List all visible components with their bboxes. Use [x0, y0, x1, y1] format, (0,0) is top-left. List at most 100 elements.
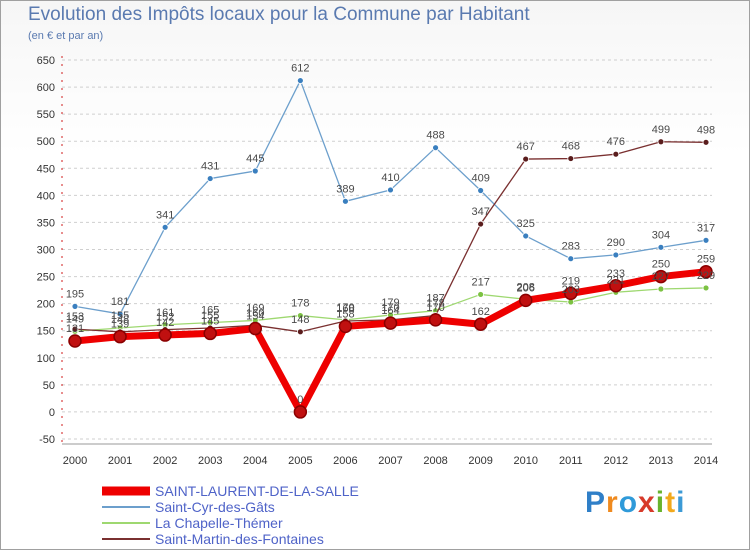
data-point	[206, 175, 214, 182]
data-label: 148	[291, 314, 309, 326]
data-label: 161	[156, 307, 174, 319]
data-point	[387, 186, 394, 194]
data-point	[296, 328, 304, 336]
data-label: 229	[697, 270, 715, 282]
data-label: 131	[66, 323, 84, 335]
data-label: 168	[336, 303, 354, 315]
data-label: 499	[652, 124, 670, 136]
data-label: 283	[562, 241, 580, 253]
data-label: 259	[697, 254, 715, 266]
data-point	[477, 187, 485, 194]
data-point	[383, 316, 398, 330]
data-label: 165	[201, 305, 219, 317]
data-point	[477, 220, 485, 228]
series-layer	[68, 77, 713, 419]
y-tick-label: 300	[37, 245, 55, 257]
data-label: 221	[607, 274, 625, 286]
data-label: 154	[246, 311, 264, 323]
legend: SAINT-LAURENT-DE-LA-SALLESaint-Cyr-des-G…	[102, 483, 359, 547]
x-tick-label: 2011	[559, 455, 583, 467]
data-label: 160	[246, 307, 264, 319]
y-tick-label: 100	[37, 353, 55, 365]
x-tick-label: 2006	[333, 455, 357, 467]
data-label: 476	[607, 136, 625, 148]
data-label: 149	[66, 313, 84, 325]
data-point	[338, 319, 353, 334]
legend-label: Saint-Cyr-des-Gâts	[155, 499, 275, 515]
data-label: 341	[156, 209, 174, 221]
x-tick-label: 2013	[649, 455, 673, 467]
grid-layer	[61, 56, 712, 445]
x-tick-label: 2004	[243, 455, 267, 467]
legend-label: La Chapelle-Thémer	[155, 515, 283, 531]
y-tick-label: 50	[43, 380, 55, 392]
x-tick-label: 2010	[513, 455, 537, 467]
data-label: 219	[562, 275, 580, 287]
y-tick-label: 400	[37, 190, 55, 202]
x-tick-label: 2001	[108, 455, 132, 467]
data-point	[432, 144, 439, 152]
y-tick-label: 650	[37, 55, 55, 67]
data-label: 347	[471, 206, 489, 218]
data-point	[567, 255, 575, 263]
data-point	[518, 293, 533, 308]
data-point	[296, 312, 304, 319]
data-label: 325	[517, 218, 535, 230]
data-point	[161, 223, 169, 231]
legend-label: SAINT-LAURENT-DE-LA-SALLE	[155, 483, 359, 499]
data-point	[612, 150, 620, 158]
x-tick-label: 2005	[288, 455, 312, 467]
chart-title: Evolution des Impôts locaux pour la Comm…	[28, 4, 530, 25]
data-point	[654, 269, 668, 284]
y-tick-label: -50	[39, 434, 55, 446]
data-label: 155	[111, 310, 129, 322]
data-label: 467	[517, 141, 535, 153]
data-label: 148	[111, 314, 129, 326]
x-tick-label: 2002	[153, 455, 177, 467]
data-point	[293, 405, 308, 419]
data-point	[567, 155, 575, 162]
data-point	[113, 329, 127, 344]
data-point	[609, 279, 623, 293]
data-point	[296, 77, 304, 84]
chart-subtitle: (en € et par an)	[28, 30, 104, 42]
x-axis-tick-labels: 2000 2001 2002 2003 2004 2005 2006 2007 2008 2009…	[63, 455, 718, 467]
data-label: 250	[652, 259, 670, 271]
data-point	[71, 302, 79, 310]
data-label: 178	[291, 298, 309, 310]
data-label: 142	[156, 317, 174, 329]
data-label: 217	[471, 276, 489, 288]
data-point	[71, 325, 79, 333]
data-label: 409	[471, 172, 489, 184]
data-point	[251, 167, 259, 175]
data-point	[564, 286, 578, 301]
legend-label: Saint-Martin-des-Fontaines	[155, 531, 324, 547]
y-tick-label: 350	[37, 217, 55, 229]
data-point	[702, 138, 710, 146]
data-label: 179	[381, 297, 399, 309]
data-label: 181	[111, 296, 129, 308]
x-tick-label: 2008	[423, 455, 447, 467]
data-point	[68, 334, 82, 348]
data-point	[158, 328, 172, 342]
data-point	[612, 251, 620, 259]
data-point	[116, 310, 124, 318]
y-tick-label: 0	[49, 407, 55, 419]
x-tick-label: 2014	[694, 455, 718, 467]
data-point	[342, 197, 349, 205]
data-label: 145	[201, 315, 219, 327]
data-point	[657, 138, 665, 146]
data-label: 164	[381, 305, 399, 317]
x-tick-label: 2007	[378, 455, 402, 467]
data-point	[522, 232, 530, 240]
data-label: 170	[426, 302, 444, 314]
data-point	[522, 155, 530, 163]
data-point	[657, 285, 665, 293]
data-label: 445	[246, 153, 264, 165]
x-tick-label: 2000	[63, 455, 87, 467]
data-label: 488	[426, 130, 444, 142]
data-point	[702, 236, 710, 244]
y-tick-label: 200	[37, 299, 55, 311]
